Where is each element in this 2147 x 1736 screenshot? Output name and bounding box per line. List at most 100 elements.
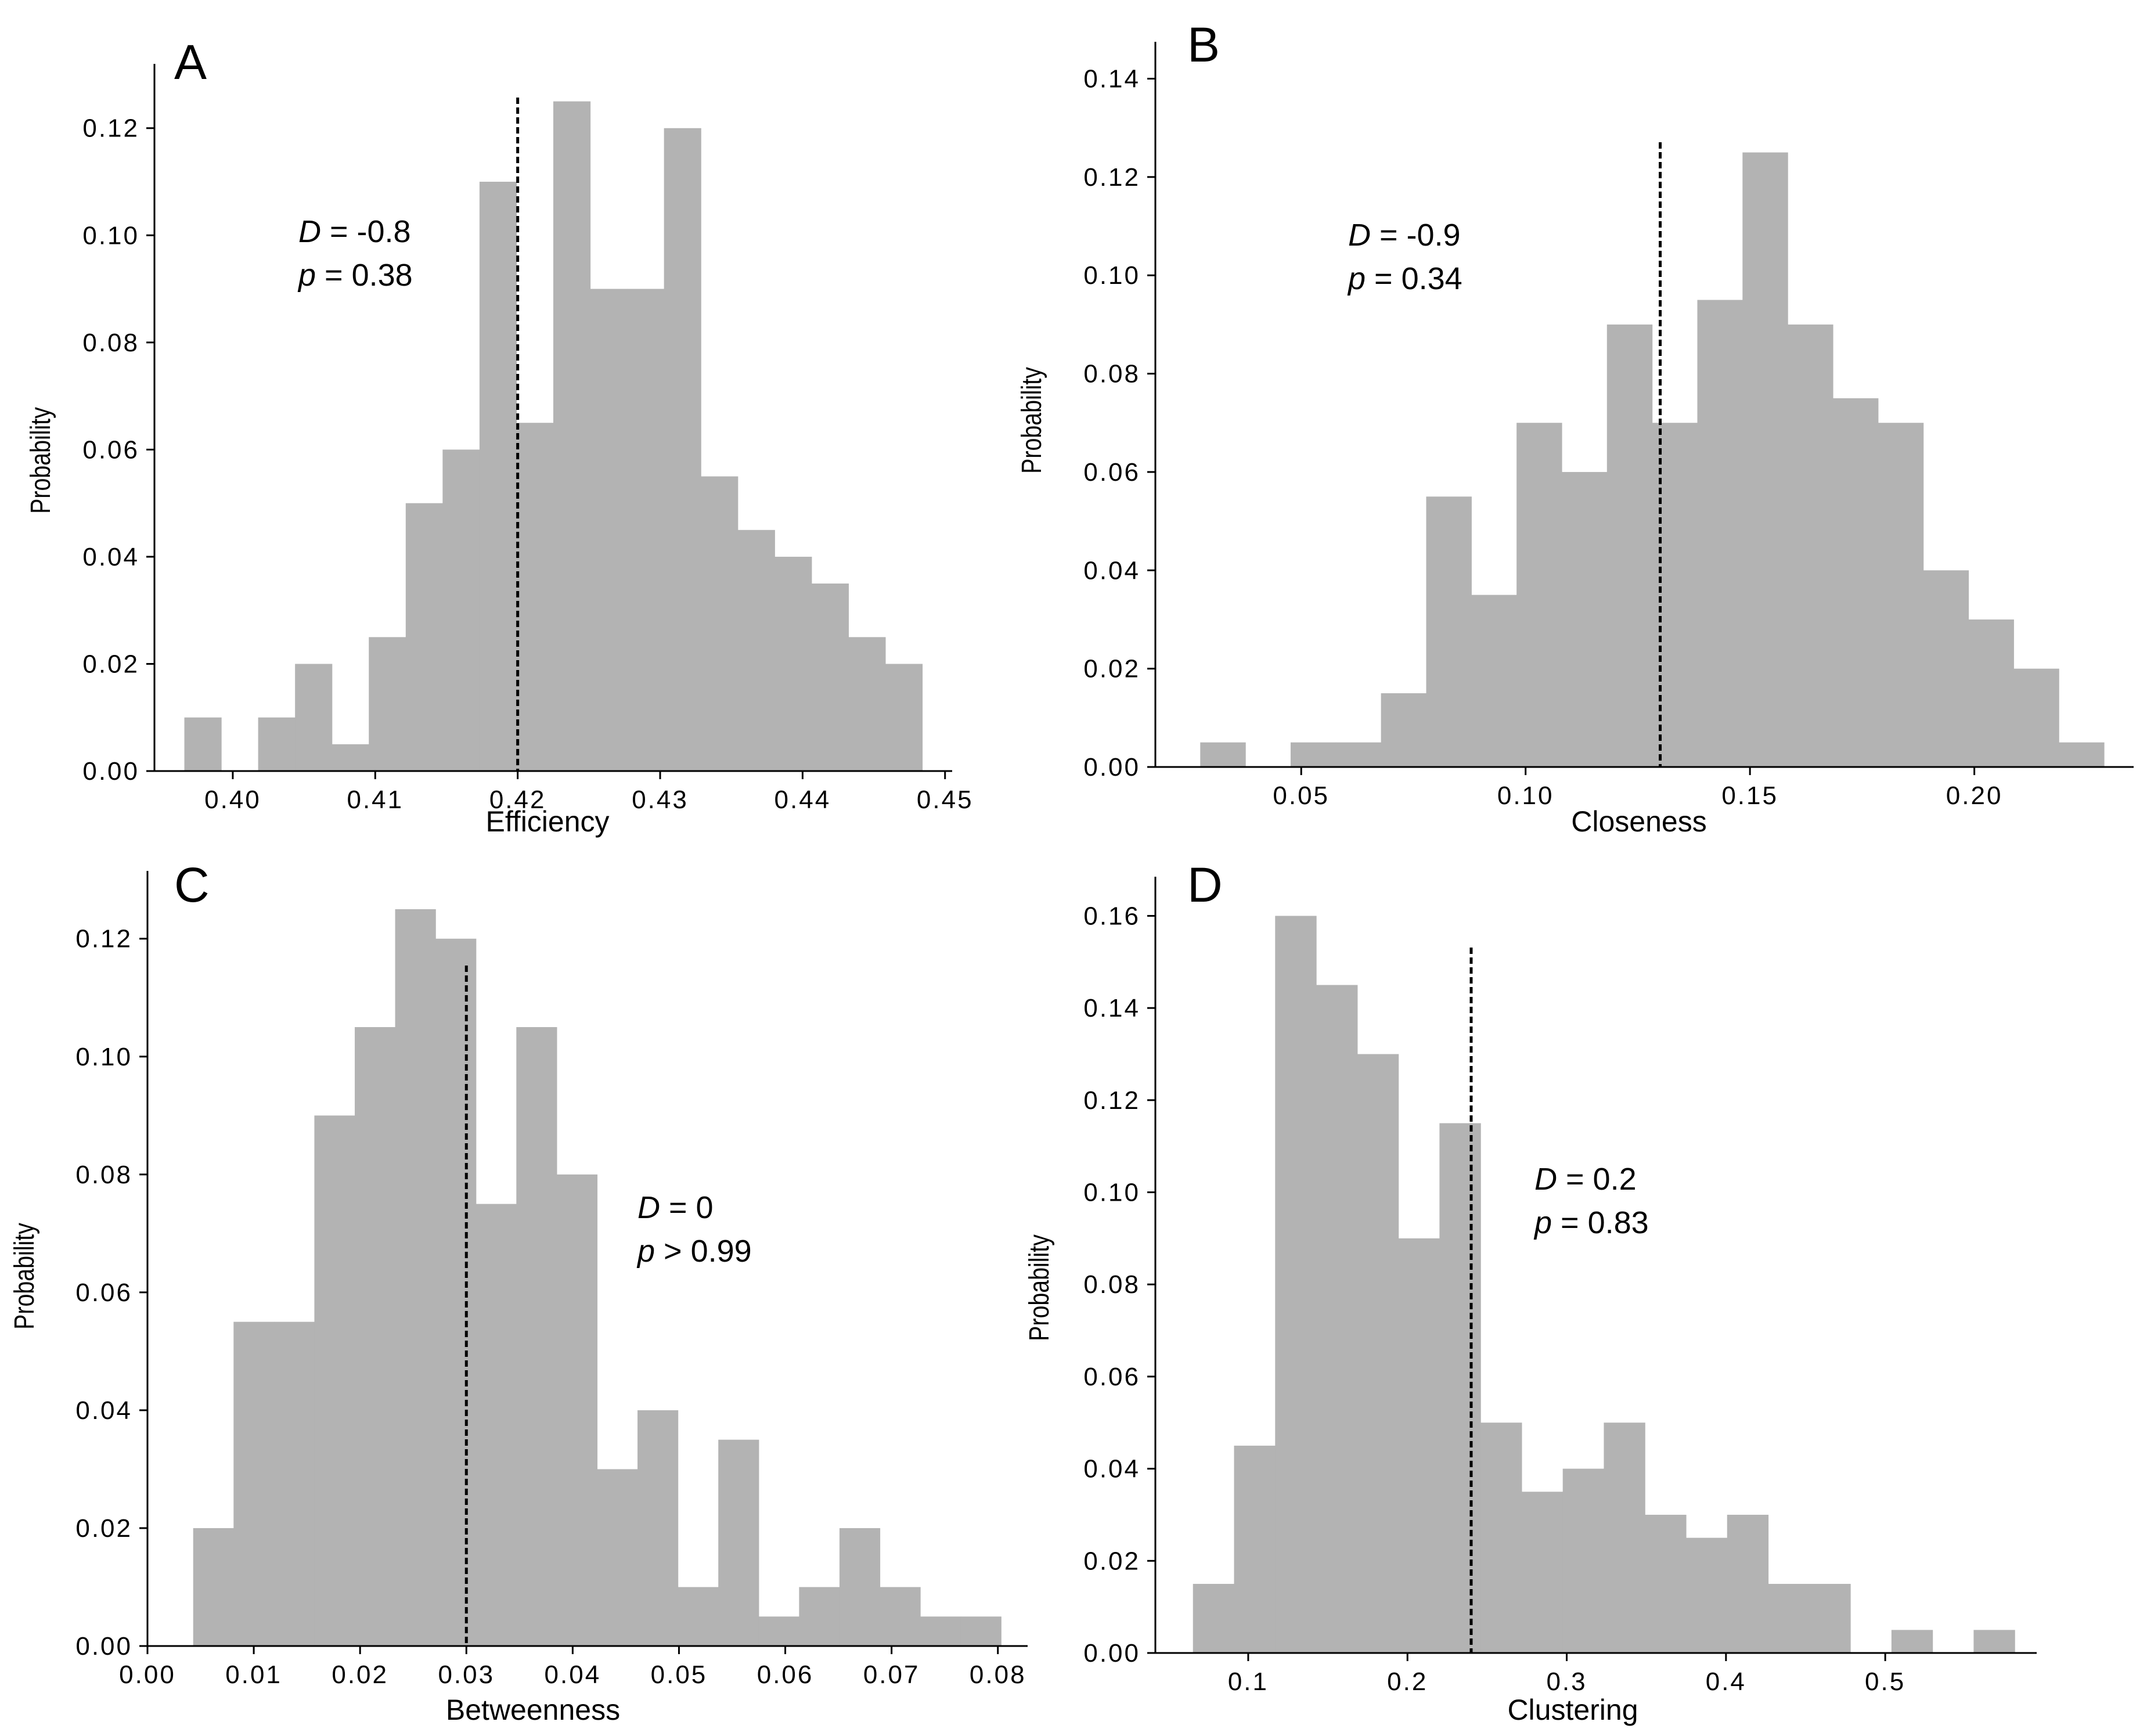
y-tick-label: 0.14 bbox=[1083, 994, 1140, 1022]
histogram-bar bbox=[1604, 1422, 1645, 1653]
histogram-bar bbox=[701, 476, 739, 771]
y-tick-label: 0.02 bbox=[82, 650, 139, 678]
y-tick-label: 0.00 bbox=[1083, 1639, 1140, 1667]
y-tick-label: 0.12 bbox=[82, 114, 139, 143]
histogram-bar bbox=[920, 1616, 961, 1646]
stat-symbol: p bbox=[1347, 261, 1366, 296]
histogram-bar bbox=[435, 938, 477, 1646]
p-value-text: p = 0.38 bbox=[297, 258, 413, 293]
histogram-bar bbox=[839, 1528, 881, 1646]
histogram-bar bbox=[1606, 324, 1653, 767]
stat-symbol: p bbox=[297, 258, 316, 293]
y-tick-label: 0.12 bbox=[1083, 1086, 1140, 1115]
histogram-bar bbox=[1335, 742, 1382, 767]
y-tick-label: 0.08 bbox=[82, 329, 139, 357]
histogram-bar bbox=[1742, 152, 1788, 767]
stat-value: = 0.2 bbox=[1557, 1162, 1637, 1197]
y-tick-label: 0.08 bbox=[1083, 360, 1140, 388]
panel-letter: B bbox=[1187, 17, 1220, 72]
x-tick-label: 0.1 bbox=[1228, 1667, 1269, 1696]
histogram-bar bbox=[1398, 1238, 1440, 1653]
histogram-bar bbox=[678, 1587, 719, 1646]
histogram-bar bbox=[1968, 619, 2014, 767]
histogram-bar bbox=[1521, 1492, 1564, 1653]
stat-value: = -0.8 bbox=[321, 214, 411, 249]
stat-symbol: p bbox=[1533, 1205, 1552, 1240]
x-axis-label: Betweenness bbox=[446, 1694, 620, 1726]
x-tick-label: 0.00 bbox=[119, 1661, 176, 1689]
histogram-bar bbox=[1891, 1630, 1933, 1653]
histogram-bar bbox=[1193, 1583, 1235, 1653]
histogram-bar bbox=[1234, 1445, 1276, 1653]
histogram-panel-d: 0.00 0.02 0.04 0.06 0.08 0.10 0.12 0.14 0.16 0.1 0… bbox=[1024, 858, 2037, 1726]
y-tick-label: 0.02 bbox=[1083, 1547, 1140, 1575]
y-axis-label: Probability bbox=[25, 407, 56, 514]
stat-value: = 0 bbox=[660, 1190, 714, 1225]
p-value-text: p > 0.99 bbox=[636, 1234, 752, 1269]
effect-size-text: D = -0.9 bbox=[1348, 218, 1461, 253]
x-tick-label: 0.04 bbox=[545, 1661, 601, 1689]
y-tick-label: 0.06 bbox=[82, 435, 139, 464]
histogram-bar bbox=[758, 1616, 799, 1646]
x-tick-label: 0.45 bbox=[917, 786, 974, 814]
histogram-bar bbox=[479, 182, 517, 771]
histogram-bar bbox=[475, 1204, 517, 1646]
histogram-bar bbox=[799, 1587, 840, 1646]
panel-letter: A bbox=[174, 35, 207, 89]
histogram-bar bbox=[314, 1115, 355, 1646]
x-tick-label: 0.02 bbox=[332, 1661, 388, 1689]
histogram-bar bbox=[2059, 742, 2105, 767]
p-value-text: p = 0.83 bbox=[1533, 1205, 1649, 1240]
y-tick-label: 0.04 bbox=[1083, 1455, 1140, 1483]
x-tick-label: 0.2 bbox=[1387, 1667, 1428, 1696]
histogram-bar bbox=[1290, 742, 1337, 767]
panel-letter: C bbox=[174, 858, 210, 912]
y-tick-label: 0.12 bbox=[75, 925, 132, 953]
histogram-bar bbox=[1727, 1514, 1769, 1653]
histogram-bar bbox=[184, 717, 222, 771]
x-tick-label: 0.10 bbox=[1497, 781, 1554, 810]
histogram-bar bbox=[355, 1027, 396, 1646]
histogram-bar bbox=[590, 289, 628, 771]
histogram-bar bbox=[664, 128, 701, 772]
histogram-bar bbox=[637, 1410, 679, 1646]
histogram-bar bbox=[442, 449, 480, 771]
y-tick-label: 0.00 bbox=[1083, 753, 1140, 781]
stat-symbol: p bbox=[636, 1234, 655, 1269]
x-tick-label: 0.4 bbox=[1706, 1667, 1746, 1696]
x-tick-label: 0.20 bbox=[1946, 781, 2003, 810]
y-tick-label: 0.04 bbox=[82, 543, 139, 571]
histogram-bar bbox=[1768, 1583, 1810, 1653]
histogram-bar bbox=[885, 664, 923, 771]
stat-value: = 0.38 bbox=[316, 258, 413, 293]
y-tick-label: 0.08 bbox=[75, 1161, 132, 1189]
y-tick-label: 0.14 bbox=[1083, 65, 1140, 93]
histogram-bar bbox=[1381, 693, 1427, 767]
histogram-bar bbox=[332, 744, 369, 771]
histogram-bar bbox=[1809, 1583, 1851, 1653]
y-tick-label: 0.08 bbox=[1083, 1270, 1140, 1299]
histogram-bar bbox=[273, 1321, 315, 1646]
histogram-bar bbox=[1645, 1514, 1687, 1653]
stat-value: = -0.9 bbox=[1371, 218, 1461, 253]
y-tick-label: 0.02 bbox=[75, 1514, 132, 1543]
y-tick-label: 0.06 bbox=[75, 1278, 132, 1307]
y-axis-label: Probability bbox=[1024, 1234, 1055, 1341]
histogram-bar bbox=[516, 423, 554, 771]
y-axis-label: Probability bbox=[9, 1223, 40, 1330]
stat-symbol: D bbox=[1534, 1162, 1557, 1197]
histogram-panel-a: 0.00 0.02 0.04 0.06 0.08 0.10 0.12 0.40 0.41 0.42… bbox=[25, 35, 974, 838]
effect-size-text: D = -0.8 bbox=[298, 214, 411, 249]
x-tick-label: 0.41 bbox=[347, 786, 404, 814]
y-tick-label: 0.02 bbox=[1083, 655, 1140, 683]
histogram-bar bbox=[556, 1174, 598, 1646]
stat-symbol: D bbox=[298, 214, 321, 249]
y-tick-label: 0.16 bbox=[1083, 902, 1140, 930]
x-tick-label: 0.5 bbox=[1865, 1667, 1905, 1696]
histogram-bar bbox=[405, 503, 443, 771]
x-tick-label: 0.43 bbox=[632, 786, 689, 814]
histogram-bar bbox=[960, 1616, 1002, 1646]
y-tick-label: 0.06 bbox=[1083, 1363, 1140, 1391]
x-tick-label: 0.03 bbox=[438, 1661, 495, 1689]
histogram-panel-b: 0.00 0.02 0.04 0.06 0.08 0.10 0.12 0.14 0.05 0.10… bbox=[1016, 17, 2134, 838]
